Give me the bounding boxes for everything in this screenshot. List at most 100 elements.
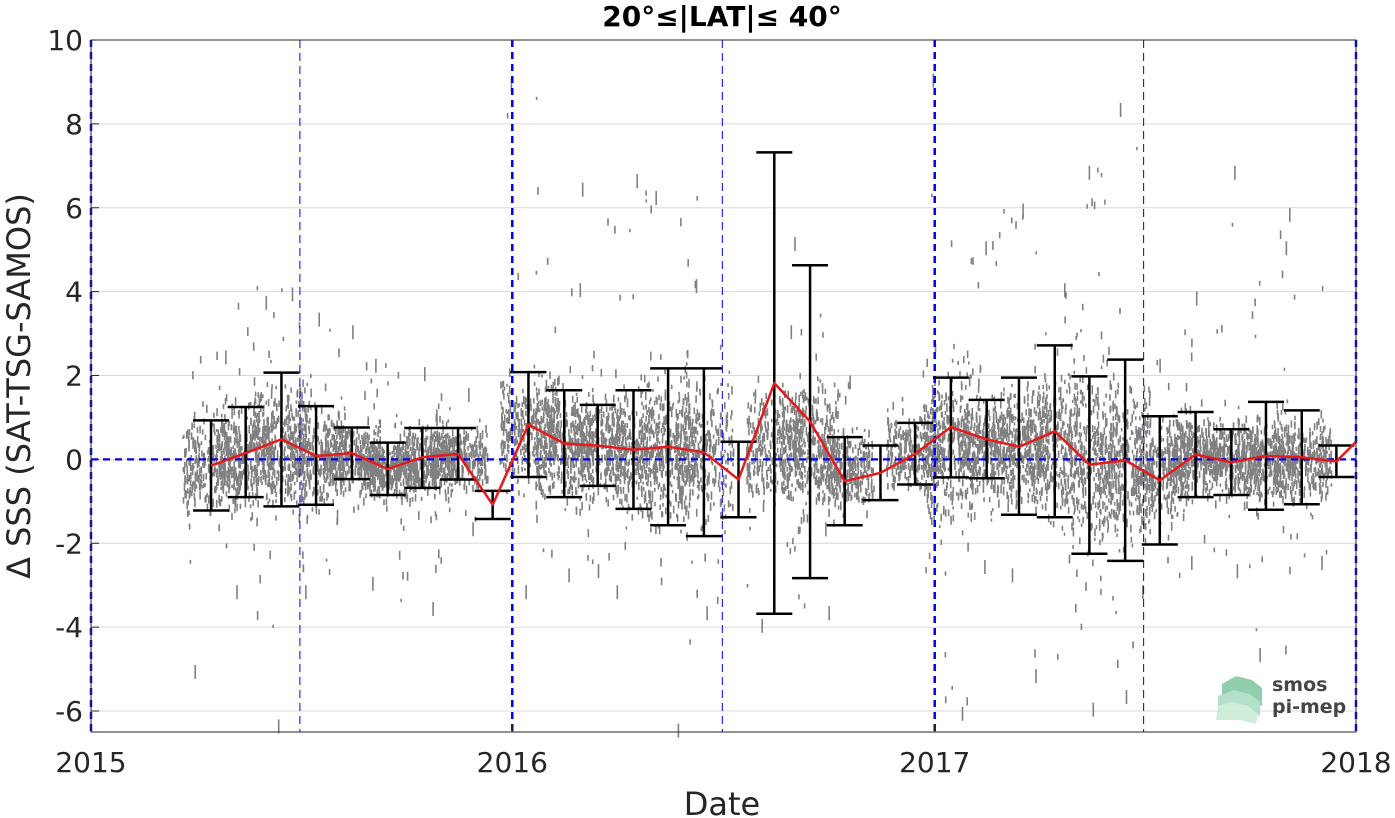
data-point	[227, 475, 230, 479]
data-point	[324, 465, 326, 473]
data-point	[658, 441, 661, 445]
data-point	[570, 425, 573, 434]
data-point	[200, 474, 203, 479]
data-point	[320, 493, 322, 502]
data-point	[533, 437, 536, 441]
data-point	[389, 451, 392, 456]
data-point	[707, 496, 709, 502]
data-point	[678, 468, 681, 474]
data-point	[646, 436, 649, 444]
data-point	[322, 468, 325, 477]
data-point	[547, 421, 549, 430]
data-point	[548, 467, 550, 474]
data-point	[267, 416, 269, 426]
data-point	[326, 465, 329, 471]
data-point	[215, 453, 218, 459]
data-point	[409, 446, 412, 451]
data-point	[561, 442, 564, 447]
data-point	[201, 429, 204, 435]
data-point	[281, 475, 284, 483]
data-point	[669, 452, 671, 456]
data-point	[413, 438, 416, 447]
data-point	[340, 426, 342, 434]
data-point	[580, 449, 583, 458]
data-point	[547, 426, 550, 435]
data-point	[304, 482, 306, 492]
data-point	[366, 482, 369, 488]
data-point	[624, 455, 627, 461]
data-point	[802, 428, 804, 434]
data-point	[270, 445, 273, 452]
data-point	[749, 422, 752, 429]
data-point	[638, 456, 641, 464]
data-point	[573, 471, 576, 475]
data-point	[332, 444, 335, 449]
data-point	[319, 496, 321, 502]
data-point	[302, 423, 304, 427]
data-point	[437, 436, 439, 441]
data-point	[444, 445, 446, 452]
data-point	[285, 474, 288, 478]
data-point	[187, 499, 189, 506]
data-point	[556, 471, 559, 477]
data-point	[725, 415, 728, 424]
data-point	[302, 470, 304, 474]
data-point	[795, 430, 797, 435]
data-point	[317, 435, 319, 442]
data-point	[505, 463, 507, 472]
data-point	[635, 461, 637, 467]
data-point	[798, 428, 800, 438]
data-point	[732, 504, 734, 512]
data-point	[758, 490, 760, 496]
data-point	[676, 514, 679, 522]
data-point	[570, 448, 572, 453]
data-point	[537, 187, 539, 195]
data-point	[249, 441, 251, 449]
data-point	[691, 560, 693, 564]
data-point	[594, 413, 596, 421]
data-point	[643, 460, 645, 470]
data-point	[781, 411, 784, 418]
data-point	[450, 460, 453, 469]
data-point	[661, 448, 664, 456]
data-point	[304, 411, 307, 418]
data-point	[561, 448, 564, 454]
data-point	[418, 444, 421, 452]
data-point	[276, 417, 279, 425]
data-point	[799, 445, 802, 453]
data-point	[301, 487, 303, 497]
data-point	[726, 419, 729, 427]
data-point	[398, 467, 400, 474]
data-point	[669, 448, 672, 456]
data-point	[405, 480, 407, 485]
data-point	[194, 471, 197, 480]
data-point	[199, 484, 202, 491]
data-point	[581, 501, 583, 511]
data-point	[573, 463, 575, 469]
data-point	[297, 410, 299, 417]
data-point	[523, 436, 525, 442]
data-point	[788, 462, 791, 470]
data-point	[600, 368, 603, 377]
data-point	[312, 491, 314, 497]
data-point	[253, 400, 256, 405]
data-point	[688, 502, 691, 508]
data-point	[313, 427, 315, 435]
data-point	[727, 500, 730, 507]
data-point	[444, 440, 446, 444]
data-point	[329, 328, 331, 332]
data-point	[214, 431, 216, 436]
data-point	[327, 429, 330, 438]
data-point	[582, 446, 584, 455]
data-point	[393, 488, 396, 496]
data-point	[479, 451, 481, 457]
data-point	[227, 466, 230, 474]
data-point	[623, 453, 625, 457]
data-point	[615, 433, 617, 442]
data-point	[552, 391, 554, 397]
data-point	[588, 487, 590, 491]
data-point	[695, 413, 697, 420]
data-point	[535, 451, 538, 456]
data-point	[727, 392, 730, 400]
data-point	[323, 475, 325, 480]
